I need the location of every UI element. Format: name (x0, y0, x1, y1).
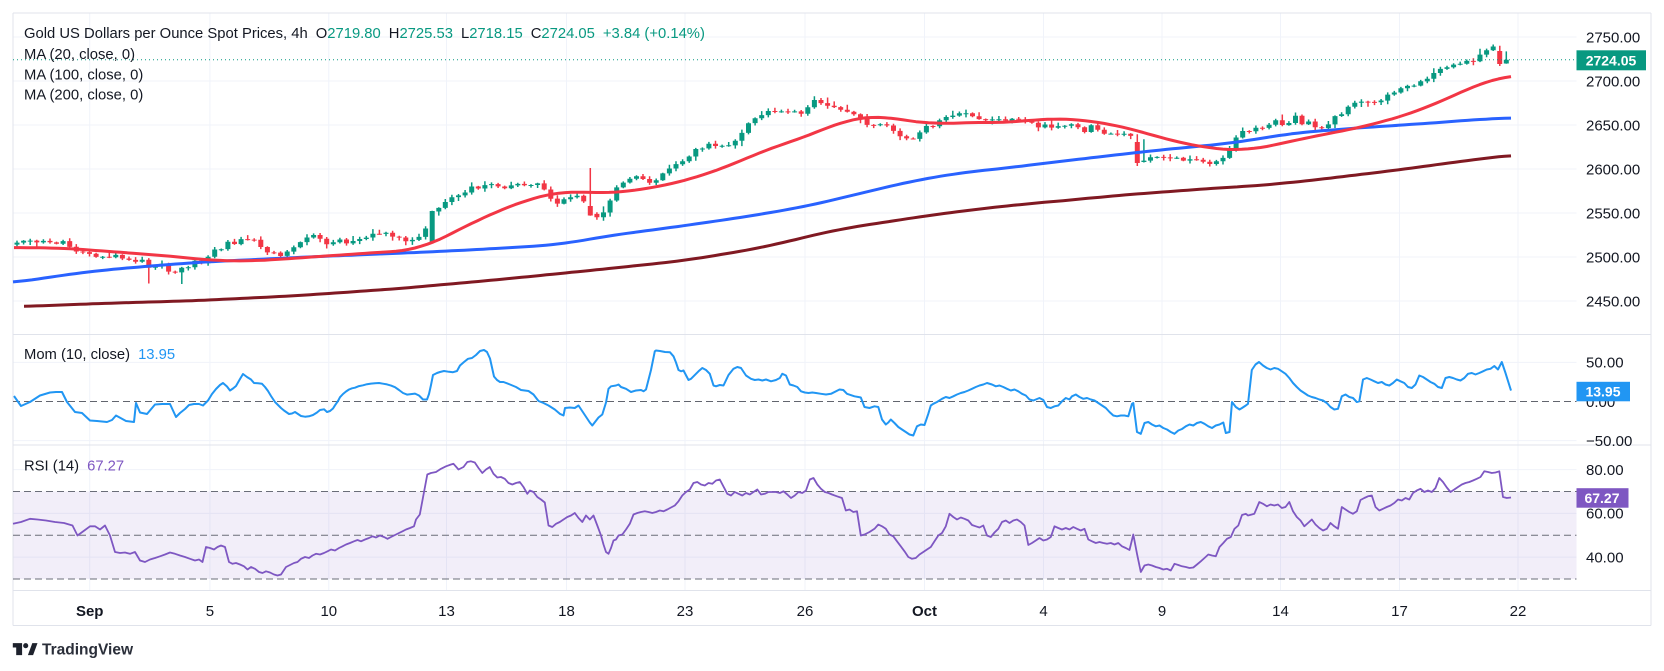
svg-text:13: 13 (438, 603, 455, 620)
svg-text:Mom (10, close)13.95: Mom (10, close) 13.95 (24, 347, 175, 363)
svg-text:Gold US Dollars per Ounce Spot: Gold US Dollars per Ounce Spot Prices, 4… (24, 26, 705, 42)
svg-text:17: 17 (1391, 603, 1408, 620)
svg-text:2600.00: 2600.00 (1586, 161, 1640, 178)
svg-text:2550.00: 2550.00 (1586, 205, 1640, 222)
svg-text:2700.00: 2700.00 (1586, 73, 1640, 90)
svg-text:2724.05: 2724.05 (1586, 53, 1637, 69)
svg-text:26: 26 (797, 603, 814, 620)
svg-text:23: 23 (677, 603, 694, 620)
svg-text:MA (100, close, 0): MA (100, close, 0) (24, 67, 143, 83)
svg-text:18: 18 (558, 603, 575, 620)
svg-text:50.00: 50.00 (1586, 355, 1624, 372)
svg-text:Oct: Oct (912, 603, 937, 620)
svg-text:67.27: 67.27 (1584, 490, 1619, 506)
svg-text:5: 5 (206, 603, 214, 620)
svg-text:13.95: 13.95 (1585, 384, 1620, 400)
svg-text:RSI (14)67.27: RSI (14) 67.27 (24, 459, 124, 475)
svg-text:2750.00: 2750.00 (1586, 29, 1640, 46)
svg-text:TradingView: TradingView (42, 642, 134, 659)
svg-text:−50.00: −50.00 (1586, 433, 1632, 450)
svg-text:MA (200, close, 0): MA (200, close, 0) (24, 88, 143, 104)
svg-text:14: 14 (1272, 603, 1289, 620)
svg-text:4: 4 (1039, 603, 1047, 620)
svg-text:MA (20, close, 0): MA (20, close, 0) (24, 47, 135, 63)
svg-text:9: 9 (1158, 603, 1166, 620)
svg-text:2500.00: 2500.00 (1586, 249, 1640, 266)
svg-text:2450.00: 2450.00 (1586, 293, 1640, 310)
svg-text:40.00: 40.00 (1586, 549, 1624, 566)
svg-text:Sep: Sep (76, 603, 104, 620)
svg-text:22: 22 (1510, 603, 1527, 620)
svg-text:10: 10 (320, 603, 337, 620)
svg-text:60.00: 60.00 (1586, 506, 1624, 523)
svg-text:80.00: 80.00 (1586, 462, 1624, 479)
svg-text:2650.00: 2650.00 (1586, 117, 1640, 134)
